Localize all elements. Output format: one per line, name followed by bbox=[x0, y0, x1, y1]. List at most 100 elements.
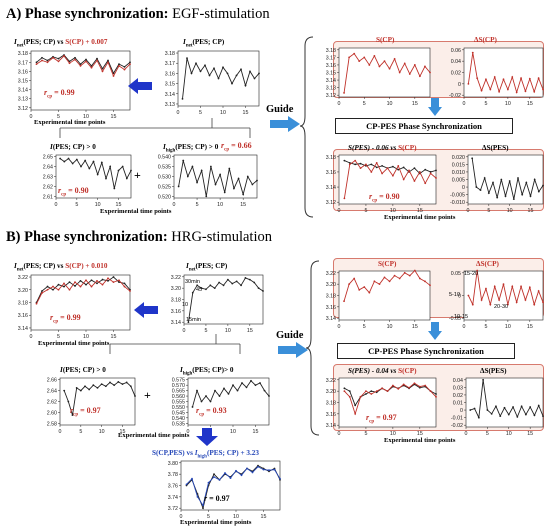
x-tick-label: 0 bbox=[338, 208, 341, 214]
y-tick-label: 0 bbox=[458, 294, 461, 300]
x-tick-label: 15 bbox=[240, 202, 246, 208]
data-point bbox=[498, 90, 501, 93]
a-bracket bbox=[59, 118, 251, 138]
x-tick-label: 5 bbox=[363, 101, 366, 107]
y-tick-label: 3.14 bbox=[165, 92, 175, 98]
y-tick-label: 2.58 bbox=[47, 421, 57, 427]
y-tick-label: 3.20 bbox=[326, 389, 336, 395]
b-tr-chart: 3.22 3.20 3.18 3.16 3.140 5 10 15 bbox=[171, 274, 264, 334]
b-br-title: Ihigh(PES; CP)> 0 bbox=[180, 366, 234, 377]
data-point bbox=[63, 389, 66, 392]
data-point bbox=[235, 469, 237, 472]
x-tick-label: 10 bbox=[95, 202, 101, 208]
b-right-xlabel: Experimental time points bbox=[384, 437, 456, 444]
data-point bbox=[222, 66, 224, 69]
data-point bbox=[224, 472, 226, 474]
data-point bbox=[375, 390, 378, 393]
y-tick-label: 0.01 bbox=[453, 401, 463, 407]
data-point bbox=[246, 467, 248, 470]
x-tick-label: 10 bbox=[99, 429, 105, 435]
a-tl-chart: 3.18 3.17 3.16 3.15 3.14 3.13 3.120 5 10 15 bbox=[18, 50, 131, 120]
data-point bbox=[213, 473, 215, 476]
data-point bbox=[393, 274, 396, 277]
data-point bbox=[378, 283, 381, 286]
data-point bbox=[235, 280, 238, 283]
data-point bbox=[74, 58, 76, 61]
data-point bbox=[233, 187, 235, 190]
y-tick-label: 3.16 bbox=[18, 313, 28, 319]
plot-frame bbox=[463, 270, 544, 321]
data-point bbox=[435, 177, 437, 179]
data-point bbox=[196, 495, 199, 498]
data-point bbox=[386, 167, 389, 170]
data-point bbox=[348, 395, 351, 398]
data-point bbox=[492, 181, 494, 184]
y-tick-label: 0.575 bbox=[172, 378, 185, 384]
data-point bbox=[101, 70, 104, 73]
y-tick-label: 3.14 bbox=[326, 423, 336, 429]
y-tick-label: 3.76 bbox=[168, 484, 178, 490]
data-point bbox=[219, 173, 222, 176]
x-tick-label: 0 bbox=[463, 101, 466, 107]
a-down-arrow-icon bbox=[428, 98, 442, 116]
data-point bbox=[381, 172, 384, 175]
a-rbl-chart: 3.18 3.16 3.14 3.120 5 10 15 bbox=[326, 154, 437, 214]
data-point bbox=[257, 465, 259, 468]
data-point bbox=[228, 167, 231, 170]
data-point bbox=[96, 282, 98, 285]
data-point bbox=[118, 63, 120, 66]
x-tick-label: 15 bbox=[253, 429, 259, 435]
data-point bbox=[63, 285, 65, 288]
data-point bbox=[542, 301, 544, 304]
data-point bbox=[528, 77, 531, 80]
x-tick-label: 15 bbox=[417, 208, 423, 214]
data-point bbox=[129, 63, 131, 66]
data-point bbox=[480, 299, 483, 301]
data-point bbox=[498, 299, 501, 301]
data-point bbox=[435, 169, 437, 172]
data-point bbox=[363, 286, 366, 288]
x-tick-label: 5 bbox=[484, 324, 487, 330]
x-tick-label: 10 bbox=[83, 334, 89, 340]
data-point bbox=[537, 290, 540, 292]
series-line bbox=[178, 160, 258, 197]
data-point bbox=[520, 77, 522, 80]
data-point bbox=[381, 387, 384, 390]
data-point bbox=[493, 76, 496, 78]
data-point bbox=[214, 183, 217, 186]
data-point bbox=[476, 269, 479, 272]
y-tick-label: 3.18 bbox=[165, 51, 175, 57]
data-point bbox=[41, 290, 43, 292]
data-point bbox=[200, 287, 203, 290]
b-left-arrow-icon bbox=[134, 302, 158, 318]
y-tick-label: 0.535 bbox=[172, 421, 185, 427]
data-point bbox=[413, 382, 416, 385]
x-tick-label: 0 bbox=[30, 334, 33, 340]
data-point bbox=[429, 172, 432, 175]
data-point bbox=[253, 281, 256, 284]
y-tick-label: 3.78 bbox=[168, 472, 178, 478]
y-tick-label: 2.66 bbox=[47, 378, 57, 384]
data-point bbox=[473, 407, 476, 410]
data-point bbox=[107, 277, 109, 280]
y-tick-label: -0.01 bbox=[451, 416, 463, 422]
data-point bbox=[359, 395, 362, 398]
data-point bbox=[217, 77, 220, 80]
y-tick-label: 3.14 bbox=[326, 185, 336, 191]
plot-frame bbox=[463, 47, 544, 98]
y-tick-label: 0.020 bbox=[452, 155, 465, 161]
b-tl-chart: 3.22 3.20 3.18 3.16 3.140 5 10 15 bbox=[18, 274, 131, 340]
data-point bbox=[186, 57, 188, 60]
data-point bbox=[79, 65, 82, 67]
y-tick-label: 2.60 bbox=[47, 410, 57, 416]
y-tick-label: -0.005 bbox=[450, 193, 465, 199]
data-point bbox=[35, 61, 38, 64]
data-point bbox=[483, 177, 486, 179]
data-point bbox=[130, 169, 132, 172]
y-tick-label: 3.15 bbox=[18, 79, 28, 85]
data-point bbox=[424, 168, 427, 171]
x-tick-label: 0 bbox=[467, 208, 470, 214]
y-tick-label: 0 bbox=[460, 408, 463, 414]
data-point bbox=[218, 395, 221, 397]
data-point bbox=[123, 282, 126, 285]
